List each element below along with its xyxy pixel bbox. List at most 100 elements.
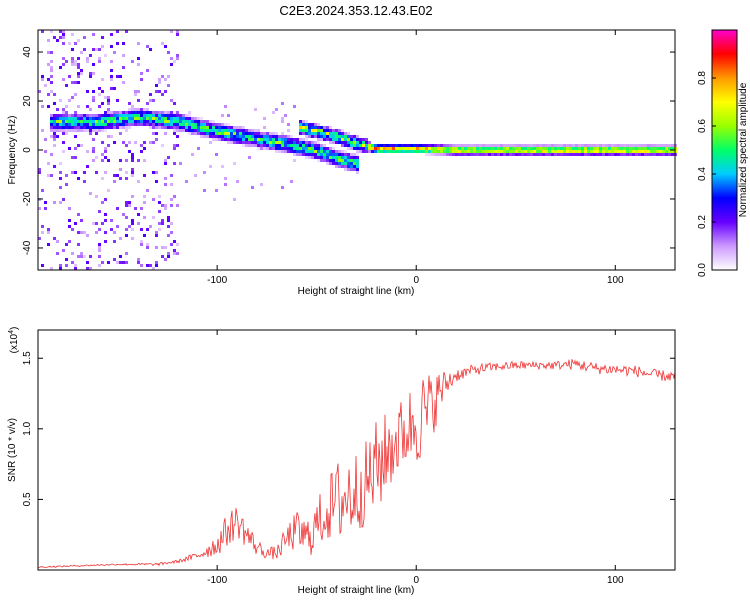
heatmap-cell — [236, 126, 239, 129]
heatmap-cell — [74, 156, 77, 159]
heatmap-cell — [302, 138, 305, 141]
heatmap-cell — [299, 129, 302, 132]
heatmap-cell — [170, 183, 173, 186]
heatmap-cell — [140, 72, 143, 75]
heatmap-cell — [668, 147, 671, 150]
heatmap-cell — [416, 147, 419, 150]
snr-panel: -100 0 100 0.51.01.5 Height of straight li… — [7, 327, 676, 596]
heatmap-cell — [338, 135, 341, 138]
heatmap-cell — [611, 144, 614, 147]
heatmap-cell — [119, 261, 122, 264]
heatmap-cell — [50, 267, 53, 270]
heatmap-cell — [329, 141, 332, 144]
heatmap-cell — [80, 72, 83, 75]
heatmap-cell — [131, 174, 134, 177]
heatmap-cell — [611, 153, 614, 156]
heatmap-cell — [662, 150, 665, 153]
heatmap-cell — [149, 111, 152, 114]
heatmap-cell — [260, 141, 263, 144]
heatmap-cell — [53, 114, 56, 117]
heatmap-cell — [167, 117, 170, 120]
heatmap-cell — [59, 117, 62, 120]
heatmap-cell — [101, 36, 104, 39]
heatmap-cell — [293, 144, 296, 147]
heatmap-cell — [308, 135, 311, 138]
heatmap-cell — [86, 123, 89, 126]
heatmap-cell — [161, 117, 164, 120]
heatmap-cell — [431, 153, 434, 156]
heatmap-cell — [479, 144, 482, 147]
heatmap-cell — [218, 126, 221, 129]
heatmap-cell — [311, 150, 314, 153]
heatmap-cell — [125, 204, 128, 207]
heatmap-cell — [83, 120, 86, 123]
heatmap-cell — [335, 150, 338, 153]
heatmap-cell — [347, 141, 350, 144]
heatmap-cell — [164, 45, 167, 48]
heatmap-cell — [77, 72, 80, 75]
heatmap-cell — [137, 117, 140, 120]
snr-y-ticks: 0.51.01.5 — [22, 351, 675, 506]
heatmap-cell — [167, 252, 170, 255]
heatmap-cell — [419, 150, 422, 153]
colorbar-tick-label: 0.4 — [697, 167, 708, 181]
heatmap-cell — [341, 141, 344, 144]
heatmap-cell — [299, 144, 302, 147]
heatmap-cell — [602, 150, 605, 153]
heatmap-cell — [71, 156, 74, 159]
heatmap-cell — [44, 207, 47, 210]
heatmap-cell — [644, 147, 647, 150]
heatmap-cell — [95, 114, 98, 117]
heatmap-cell — [332, 159, 335, 162]
heatmap-cell — [599, 150, 602, 153]
heatmap-cell — [86, 117, 89, 120]
heatmap-cell — [173, 162, 176, 165]
heatmap-cell — [506, 153, 509, 156]
heatmap-cell — [167, 114, 170, 117]
heatmap-cell — [281, 135, 284, 138]
heatmap-cell — [56, 117, 59, 120]
heatmap-cell — [140, 111, 143, 114]
heatmap-cell — [332, 150, 335, 153]
heatmap-cell — [374, 150, 377, 153]
heatmap-cell — [158, 210, 161, 213]
heatmap-cell — [356, 156, 359, 159]
heatmap-cell — [47, 105, 50, 108]
heatmap-cell — [467, 147, 470, 150]
heatmap-cell — [302, 141, 305, 144]
heatmap-cell — [170, 123, 173, 126]
heatmap-cell — [143, 159, 146, 162]
heatmap-cell — [551, 150, 554, 153]
heatmap-cell — [92, 72, 95, 75]
heatmap-cell — [92, 120, 95, 123]
heatmap-cell — [410, 147, 413, 150]
heatmap-cell — [389, 147, 392, 150]
heatmap-cell — [59, 36, 62, 39]
heatmap-cell — [128, 204, 131, 207]
heatmap-cell — [665, 144, 668, 147]
heatmap-cell — [149, 117, 152, 120]
heatmap-cell — [173, 132, 176, 135]
heatmap-cell — [572, 150, 575, 153]
heatmap-cell — [233, 135, 236, 138]
heatmap-cell — [233, 138, 236, 141]
heatmap-cell — [65, 84, 68, 87]
heatmap-cell — [338, 141, 341, 144]
heatmap-cell — [284, 135, 287, 138]
heatmap-cell — [356, 147, 359, 150]
heatmap-cell — [128, 117, 131, 120]
heatmap-cell — [62, 63, 65, 66]
heatmap-cell — [113, 174, 116, 177]
heatmap-cell — [644, 150, 647, 153]
heatmap-cell — [341, 129, 344, 132]
heatmap-cell — [53, 135, 56, 138]
heatmap-cell — [116, 75, 119, 78]
heatmap-cell — [359, 144, 362, 147]
heatmap-cell — [344, 144, 347, 147]
heatmap-cell — [482, 144, 485, 147]
heatmap-cell — [290, 141, 293, 144]
heatmap-cell — [152, 99, 155, 102]
heatmap-cell — [350, 168, 353, 171]
heatmap-cell — [104, 126, 107, 129]
heatmap-cell — [632, 144, 635, 147]
